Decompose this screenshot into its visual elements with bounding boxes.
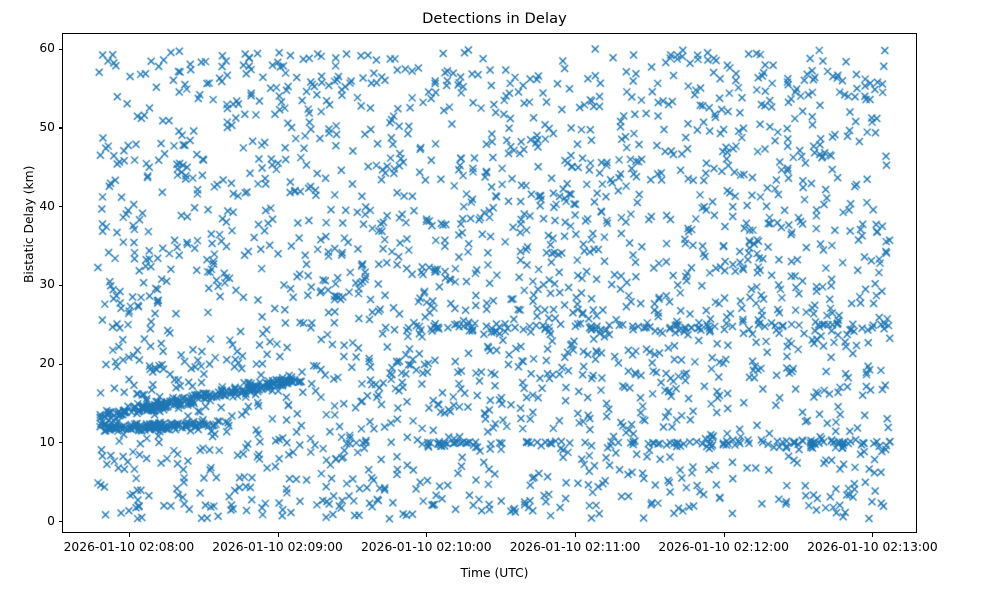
y-tick-label: 50 [39,119,55,134]
scatter-plot-axes [62,33,917,533]
x-tick-mark [575,533,577,537]
page-title: Detections in Delay [422,10,567,27]
x-tick-mark [426,533,428,537]
x-tick-label: 2026-01-10 02:11:00 [509,540,641,554]
x-tick-label: 2026-01-10 02:12:00 [658,540,789,554]
x-tick-mark [872,533,874,537]
x-tick-label: 2026-01-10 02:09:00 [212,540,343,554]
y-tick-label: 60 [39,41,55,56]
y-tick-label: 20 [39,356,55,371]
x-tick-mark [128,533,130,537]
x-axis-label: Time (UTC) [460,566,529,580]
y-axis-label: Bistatic Delay (km) [22,165,36,283]
x-tick-label: 2026-01-10 02:13:00 [807,540,938,554]
x-tick-label: 2026-01-10 02:10:00 [360,540,492,554]
y-tick-label: 0 [47,513,55,528]
scatter-points-layer [63,34,916,532]
x-tick-mark [723,533,725,537]
y-tick-label: 10 [39,434,55,449]
x-tick-label: 2026-01-10 02:08:00 [63,540,195,554]
x-tick-mark [277,533,279,537]
